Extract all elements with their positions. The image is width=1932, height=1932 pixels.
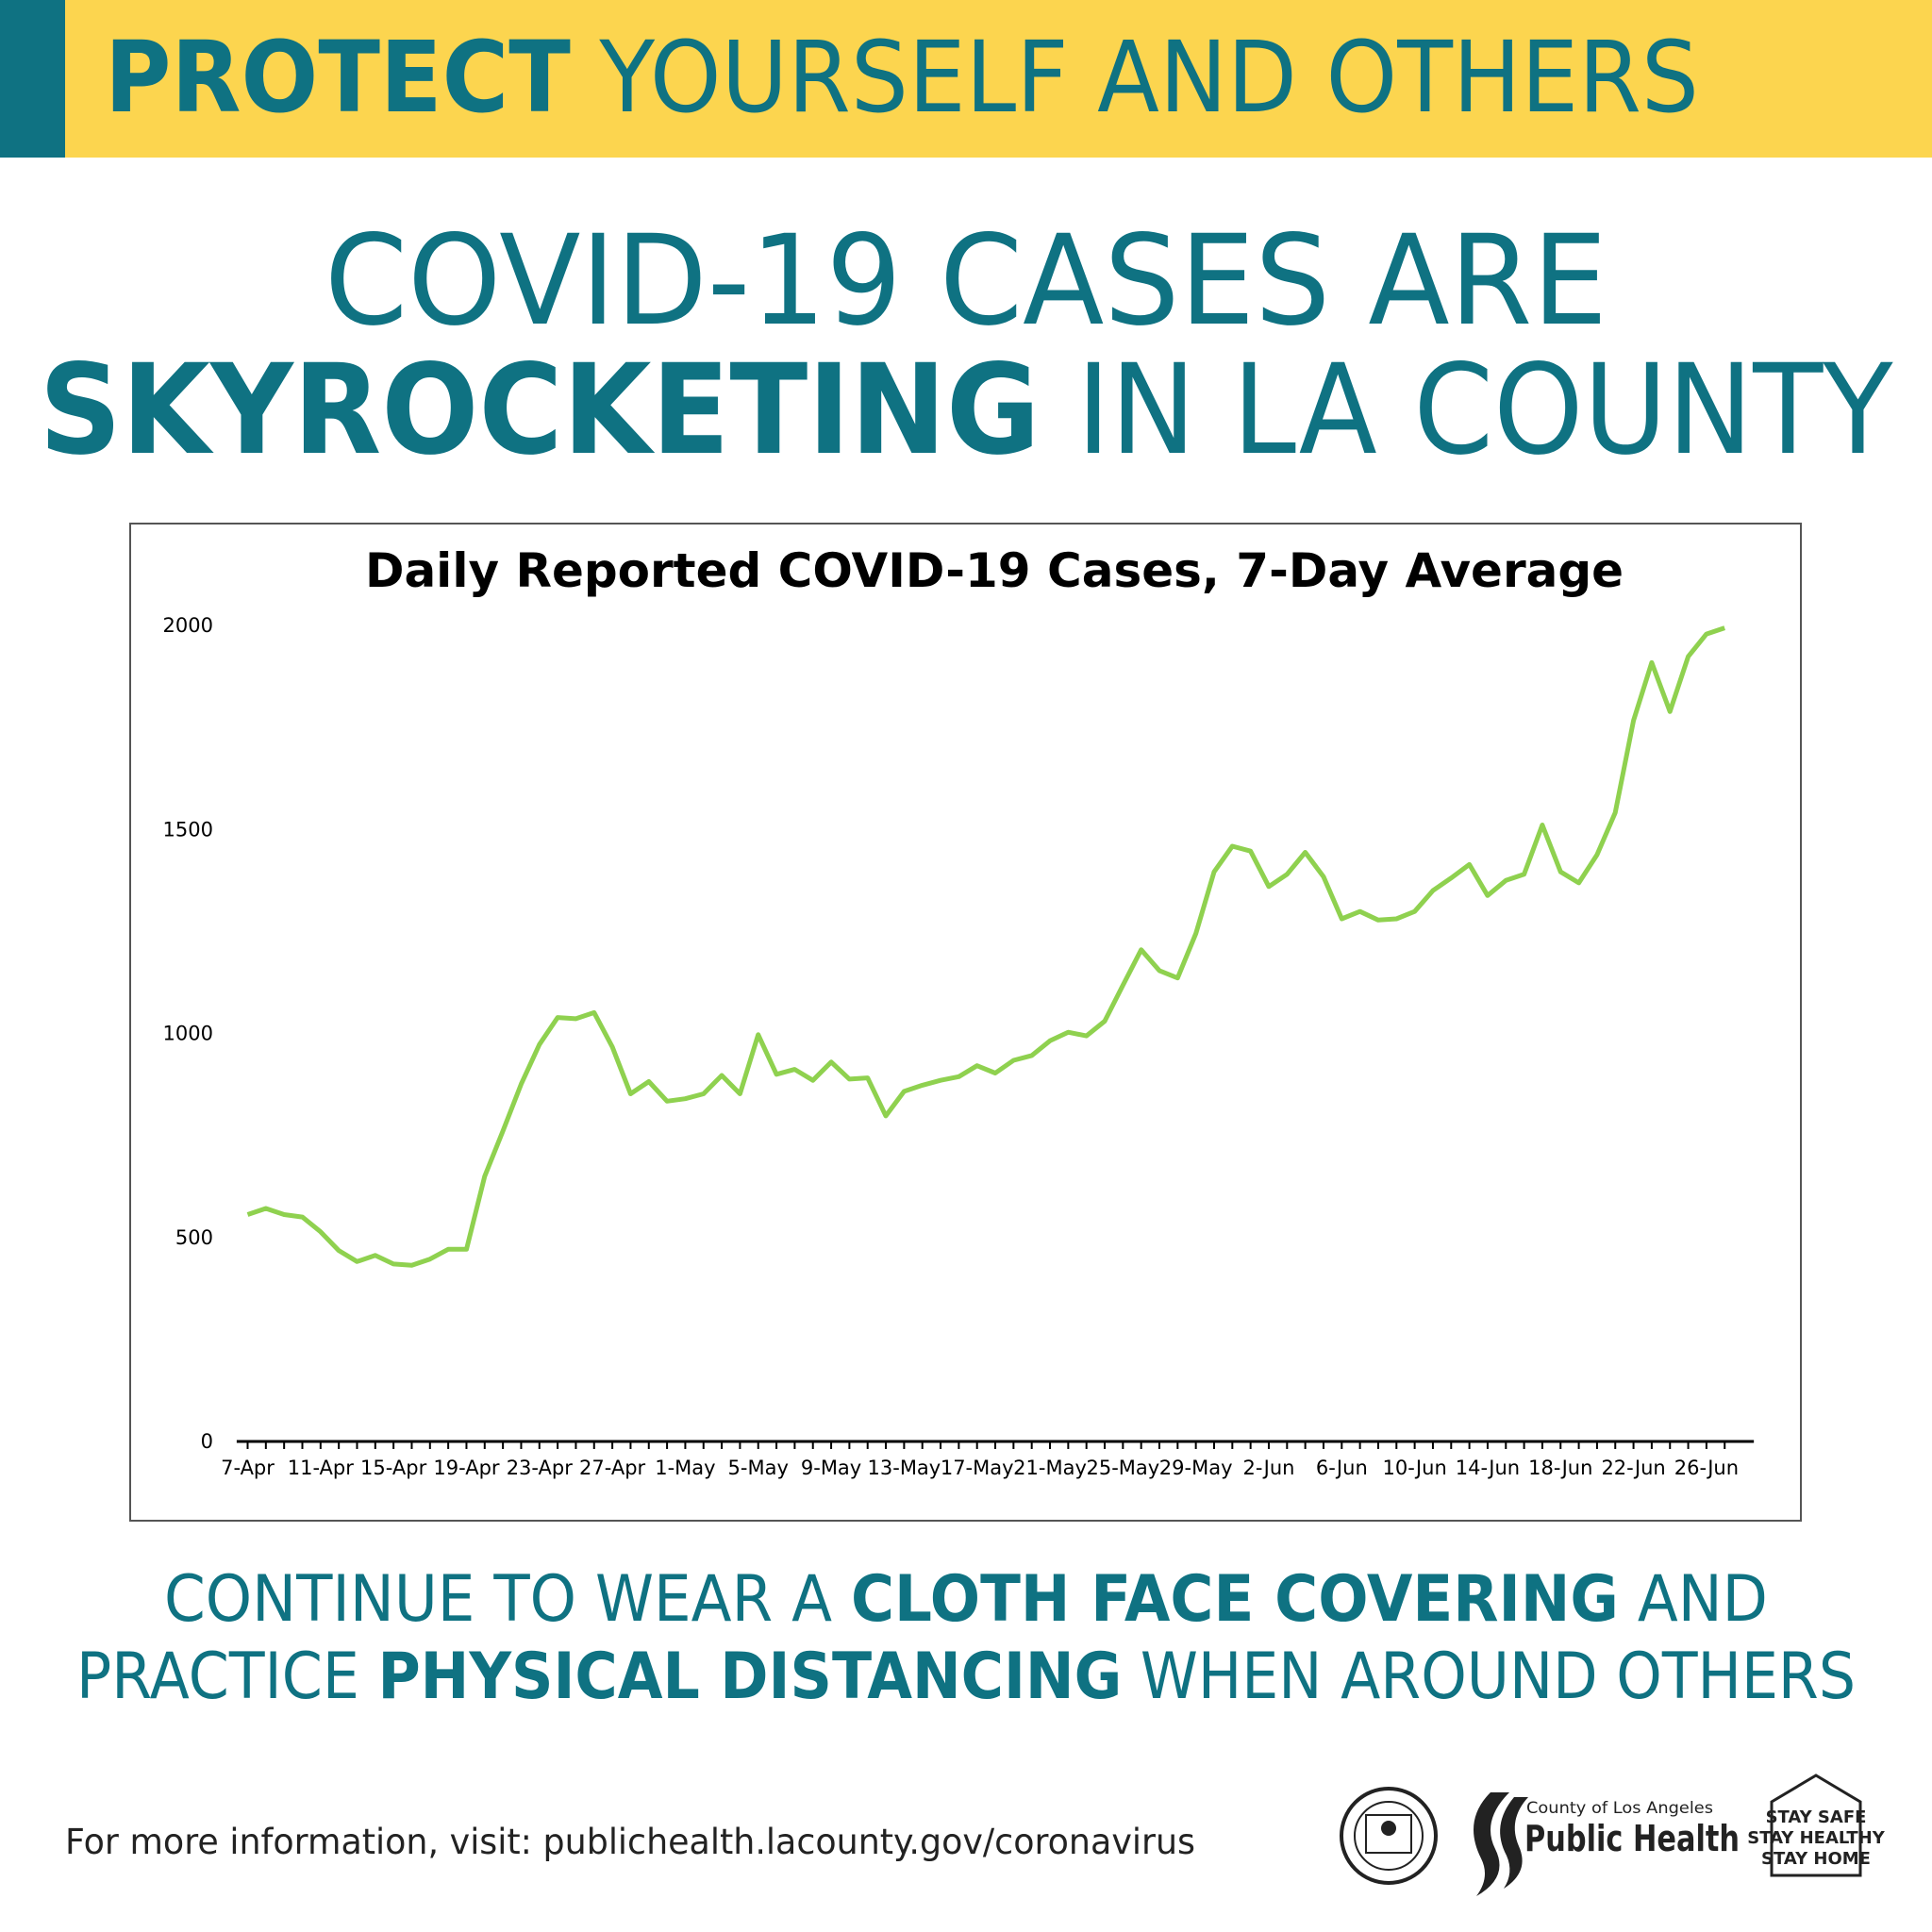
y-tick-label: 2000 (163, 614, 213, 637)
public-health-logo: County of Los Angeles Public Health (1474, 1792, 1740, 1896)
message-line1: CONTINUE TO WEAR A CLOTH FACE COVERING A… (164, 1562, 1768, 1637)
x-tick-label: 19-Apr (433, 1457, 500, 1479)
x-tick-label: 22-Jun (1601, 1457, 1665, 1479)
message-text: PRACTICE (76, 1640, 359, 1714)
county-name: County of Los Angeles (1526, 1799, 1713, 1818)
y-tick-label: 0 (201, 1430, 213, 1453)
data-line (246, 625, 1725, 1268)
x-tick-label: 14-Jun (1456, 1457, 1520, 1479)
county-seal (1340, 1787, 1438, 1885)
footer-info: For more information, visit: publichealt… (65, 1822, 1195, 1862)
chart-title: Daily Reported COVID-19 Cases, 7-Day Ave… (365, 543, 1624, 598)
x-tick-label: 23-Apr (507, 1457, 574, 1479)
header-band (0, 0, 1932, 158)
y-tick-label: 1000 (163, 1023, 213, 1045)
headline-line1: COVID-19 CASES ARE (325, 208, 1607, 354)
x-tick-label: 15-Apr (360, 1457, 427, 1479)
message-bold: CLOTH FACE COVERING (851, 1562, 1619, 1637)
x-tick-label: 26-Jun (1674, 1457, 1739, 1479)
x-tick-label: 1-May (655, 1457, 715, 1479)
headline-bold: SKYROCKETING (40, 338, 1041, 483)
x-tick-label: 27-Apr (579, 1457, 646, 1479)
slogan: STAY SAFE (1766, 1807, 1867, 1827)
chart: Daily Reported COVID-19 Cases, 7-Day Ave… (163, 543, 1755, 1479)
y-tick-label: 500 (175, 1226, 213, 1249)
stay-safe-logo: STAY SAFE STAY HEALTHY STAY HOME (1747, 1774, 1886, 1877)
header-regular: YOURSELF AND OTHERS (598, 20, 1699, 135)
x-tick-label: 9-May (801, 1457, 861, 1479)
message-bold: PHYSICAL DISTANCING (377, 1640, 1122, 1714)
y-tick-label: 1500 (163, 818, 213, 841)
department-name: Public Health (1524, 1818, 1740, 1859)
headline-regular: IN LA COUNTY (1076, 338, 1893, 483)
x-tick-label: 5-May (728, 1457, 789, 1479)
headline-line2: SKYROCKETING IN LA COUNTY (40, 338, 1893, 483)
x-tick-label: 11-Apr (288, 1457, 355, 1479)
x-tick-label: 13-May (868, 1457, 941, 1479)
message-text: CONTINUE TO WEAR A (164, 1562, 832, 1637)
x-tick-label: 10-Jun (1382, 1457, 1446, 1479)
x-tick-label: 29-May (1159, 1457, 1233, 1479)
x-tick-label: 2-Jun (1243, 1457, 1295, 1479)
chart-frame (129, 523, 1802, 1522)
x-tick-label: 21-May (1013, 1457, 1087, 1479)
x-tick-label: 6-Jun (1316, 1457, 1368, 1479)
header-bold: PROTECT (105, 20, 571, 135)
x-tick-label: 25-May (1086, 1457, 1159, 1479)
x-tick-label: 7-Apr (221, 1457, 275, 1479)
header-text: PROTECT YOURSELF AND OTHERS (105, 20, 1699, 135)
slogan: STAY HEALTHY (1747, 1828, 1885, 1848)
x-tick-label: 18-Jun (1528, 1457, 1592, 1479)
message-line2: PRACTICE PHYSICAL DISTANCING WHEN AROUND… (76, 1640, 1856, 1714)
header-accent (0, 0, 65, 158)
message-text: WHEN AROUND OTHERS (1141, 1640, 1856, 1714)
message-text: AND (1638, 1562, 1768, 1637)
slogan: STAY HOME (1761, 1849, 1871, 1869)
x-tick-label: 17-May (941, 1457, 1014, 1479)
